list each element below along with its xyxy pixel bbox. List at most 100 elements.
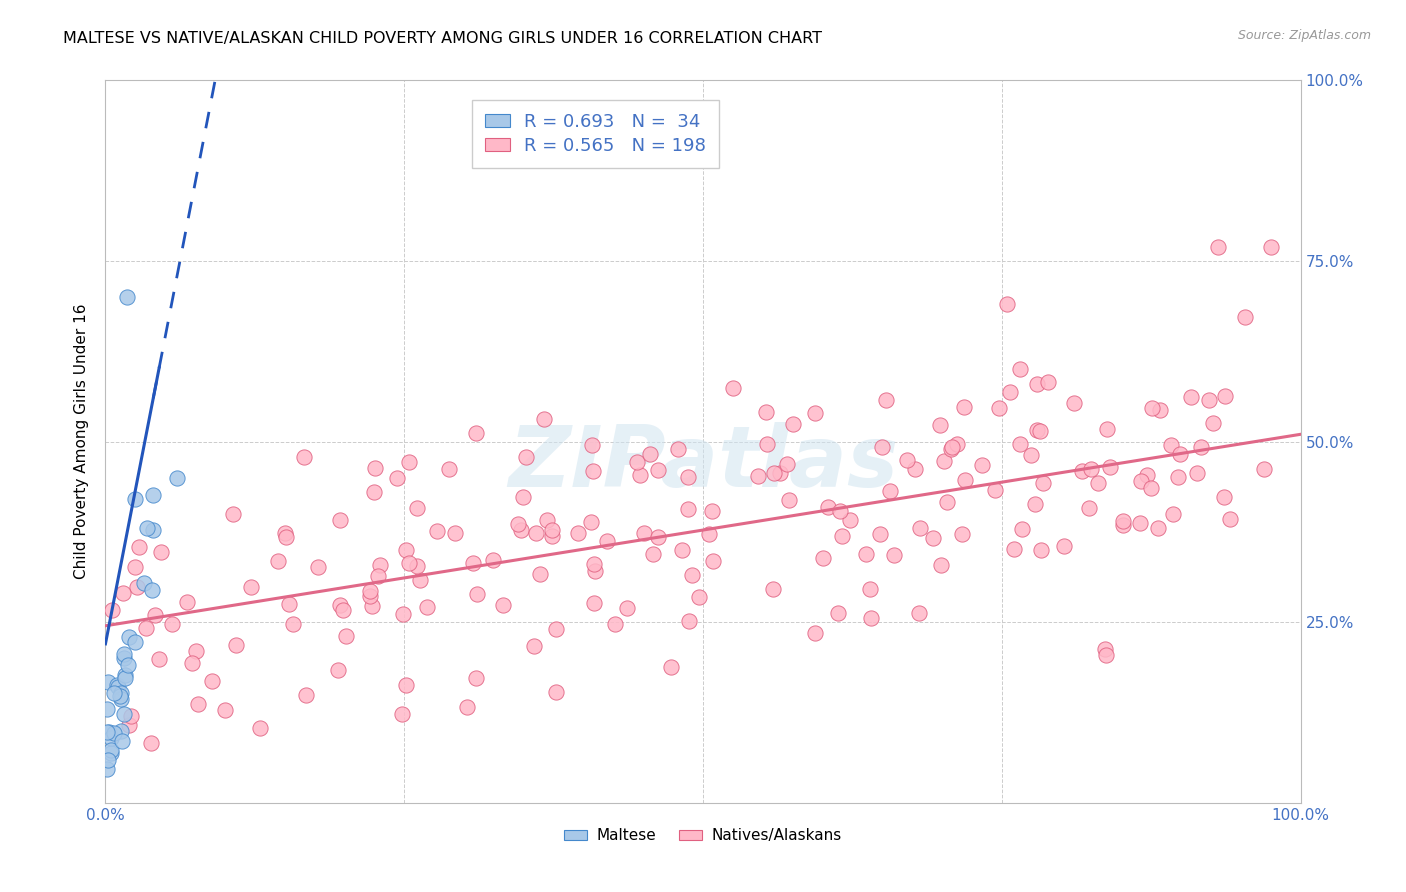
Point — [1112, 514, 1135, 528]
Point — [1149, 403, 1171, 417]
Point — [1098, 459, 1121, 474]
Point — [699, 527, 721, 541]
Point — [1095, 422, 1118, 436]
Point — [582, 596, 605, 610]
Point — [96, 725, 118, 739]
Point — [120, 709, 142, 723]
Point — [1024, 497, 1046, 511]
Point — [335, 629, 357, 643]
Point — [952, 400, 974, 414]
Point — [112, 647, 135, 661]
Point — [96, 762, 118, 776]
Point — [1029, 424, 1052, 438]
Point — [1185, 466, 1208, 480]
Point — [995, 296, 1018, 310]
Point — [385, 471, 408, 485]
Point — [1234, 310, 1257, 325]
Point — [659, 659, 682, 673]
Point — [883, 548, 905, 562]
Point — [1140, 482, 1163, 496]
Point — [136, 521, 159, 535]
Point — [406, 501, 429, 516]
Point — [524, 525, 547, 540]
Point — [1032, 475, 1054, 490]
Point — [394, 678, 416, 692]
Point — [775, 457, 797, 471]
Point — [406, 559, 429, 574]
Point — [541, 529, 564, 543]
Point — [523, 639, 546, 653]
Point — [1080, 462, 1102, 476]
Point — [1147, 521, 1170, 535]
Point — [782, 417, 804, 431]
Point — [329, 513, 352, 527]
Point — [907, 606, 929, 620]
Point — [582, 464, 605, 478]
Point — [240, 580, 263, 594]
Point — [391, 706, 413, 721]
Point — [97, 753, 120, 767]
Point — [214, 703, 236, 717]
Point — [827, 606, 849, 620]
Point — [839, 513, 862, 527]
Y-axis label: Child Poverty Among Girls Under 16: Child Poverty Among Girls Under 16 — [75, 304, 90, 579]
Point — [267, 554, 290, 568]
Point — [118, 717, 141, 731]
Point — [364, 461, 387, 475]
Point — [456, 699, 478, 714]
Point — [1260, 240, 1282, 254]
Point — [626, 455, 648, 469]
Point — [292, 450, 315, 464]
Point — [108, 690, 131, 704]
Point — [671, 543, 693, 558]
Point — [176, 595, 198, 609]
Point — [115, 290, 138, 304]
Point — [512, 490, 534, 504]
Point — [1025, 423, 1047, 437]
Point — [1087, 475, 1109, 490]
Point — [1198, 392, 1220, 407]
Point — [443, 525, 465, 540]
Point — [107, 680, 129, 694]
Point — [1077, 501, 1099, 516]
Point — [941, 442, 963, 457]
Point — [141, 582, 163, 597]
Point — [467, 587, 489, 601]
Point — [984, 483, 1007, 497]
Point — [141, 736, 163, 750]
Point — [1002, 541, 1025, 556]
Point — [103, 686, 125, 700]
Point — [1167, 469, 1189, 483]
Point — [117, 658, 139, 673]
Point — [678, 502, 700, 516]
Point — [1170, 447, 1192, 461]
Point — [1253, 461, 1275, 475]
Point — [1008, 437, 1031, 451]
Point — [361, 599, 384, 614]
Point — [870, 440, 893, 454]
Point — [97, 674, 120, 689]
Point — [970, 458, 993, 473]
Point — [1019, 448, 1042, 462]
Point — [988, 401, 1011, 416]
Point — [756, 437, 779, 451]
Point — [813, 551, 835, 566]
Point — [368, 558, 391, 573]
Point — [803, 626, 825, 640]
Point — [135, 621, 157, 635]
Point — [828, 504, 851, 518]
Point — [506, 516, 529, 531]
Point — [638, 447, 661, 461]
Point — [647, 530, 669, 544]
Point — [876, 392, 898, 407]
Point — [747, 469, 769, 483]
Point — [929, 417, 952, 432]
Point — [855, 548, 877, 562]
Point — [579, 515, 602, 529]
Point — [481, 553, 503, 567]
Point — [702, 554, 724, 568]
Point — [307, 560, 329, 574]
Point — [762, 582, 785, 596]
Point — [100, 743, 122, 757]
Point — [464, 425, 486, 440]
